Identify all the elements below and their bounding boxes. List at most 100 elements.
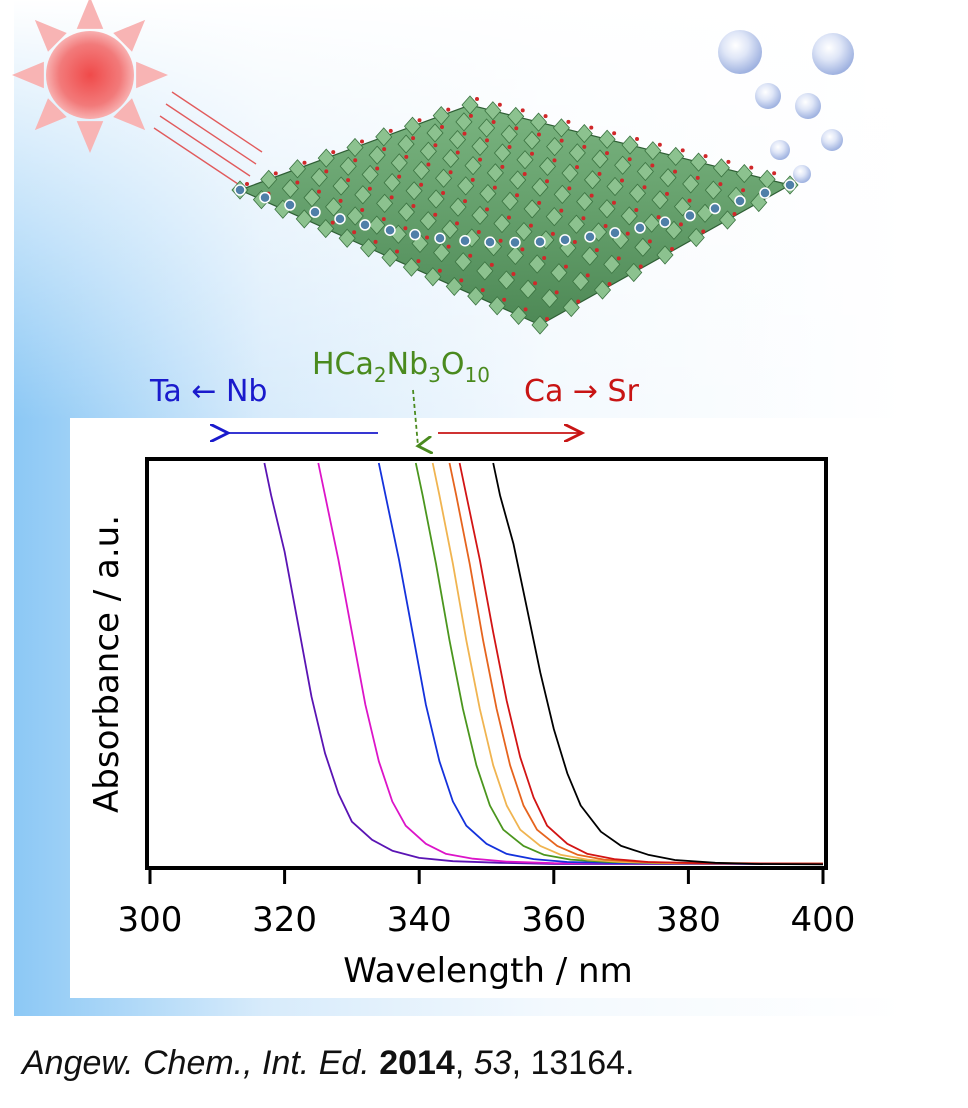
oxygen-atom — [478, 157, 483, 162]
oxygen-atom — [657, 142, 662, 147]
oxygen-atom — [635, 137, 639, 141]
oxygen-atom — [563, 264, 568, 269]
octahedron — [581, 246, 599, 266]
cation-atom — [359, 219, 371, 231]
octahedron — [606, 176, 624, 197]
sun-ray — [34, 98, 67, 131]
octahedron — [576, 191, 594, 212]
octahedron — [360, 238, 378, 258]
octahedron — [625, 262, 643, 283]
citation: Angew. Chem., Int. Ed. 2014, 53, 13164. — [22, 1044, 634, 1083]
plot-panel — [70, 418, 900, 998]
octahedron — [493, 143, 512, 163]
oxygen-atom — [295, 180, 300, 185]
x-tick-label: 400 — [791, 900, 856, 940]
octahedron — [572, 271, 590, 291]
oxygen-atom — [589, 193, 594, 198]
oxygen-atom — [528, 223, 533, 228]
oxygen-atom — [506, 215, 511, 220]
octahedron — [403, 116, 422, 136]
cation-atom — [234, 184, 246, 196]
octahedron — [550, 263, 568, 283]
oxygen-atom — [360, 139, 364, 144]
octahedron — [442, 148, 460, 169]
octahedron — [500, 124, 518, 144]
oxygen-atom — [741, 188, 746, 193]
oxygen-atom — [638, 264, 643, 269]
oxygen-atom — [433, 143, 438, 148]
octahedron — [651, 190, 669, 210]
oxygen-atom — [533, 281, 538, 286]
oxygen-atom — [603, 223, 608, 228]
y-axis-label: Absorbance / a.u. — [87, 515, 127, 813]
oxygen-atom — [433, 212, 438, 217]
oxygen-atom — [411, 136, 416, 141]
octahedron — [346, 137, 364, 158]
absorbance-series-line-2 — [317, 462, 824, 865]
octahedron — [397, 134, 415, 154]
oxygen-atom — [455, 221, 459, 226]
bubble — [812, 33, 854, 75]
oxygen-atom — [446, 244, 451, 249]
octahedron — [476, 261, 494, 281]
oxygen-atom — [468, 113, 473, 118]
oxygen-atom — [695, 175, 700, 180]
bubble — [821, 129, 843, 151]
x-tick-label: 360 — [521, 900, 586, 940]
octahedron — [546, 137, 564, 157]
cation-atom — [384, 224, 396, 236]
citation-separator: , — [454, 1044, 474, 1082]
octahedron — [591, 149, 609, 169]
compound-pointer-arrow — [412, 389, 418, 446]
oxygen-atom — [550, 231, 555, 236]
octahedron — [598, 129, 616, 149]
octahedron — [506, 245, 524, 265]
oxygen-atom — [620, 178, 624, 183]
oxygen-atom — [514, 126, 519, 131]
octahedron — [390, 153, 408, 173]
ca-sr-substitution-label: Ca → Sr — [524, 374, 640, 409]
octahedron — [634, 237, 652, 257]
oxygen-atom — [417, 118, 422, 123]
octahedron — [361, 164, 379, 185]
oxygen-atom — [575, 165, 579, 170]
oxygen-atom — [489, 262, 494, 267]
oxygen-atom — [468, 253, 473, 258]
absorbance-chart: 300 320 340 360 380 400 Wavelength / nm Absor… — [87, 457, 855, 991]
oxygen-atom — [382, 147, 387, 152]
octahedron — [515, 222, 533, 242]
oxygen-atom — [373, 239, 378, 244]
oxygen-atom — [726, 159, 731, 164]
octahedron — [325, 197, 343, 217]
oxygen-atom — [701, 229, 706, 234]
citation-journal: Angew. Chem., Int. Ed. — [22, 1044, 370, 1082]
oxygen-atom — [425, 235, 429, 240]
cation-atom — [759, 187, 771, 199]
octahedron — [295, 209, 313, 229]
cation-atom — [684, 209, 696, 222]
light-rays — [153, 91, 263, 189]
cation-atom — [484, 236, 496, 248]
octahedron — [603, 254, 621, 274]
cation-atom — [634, 222, 646, 234]
bubble — [793, 165, 811, 183]
cation-atom — [559, 234, 571, 246]
octahedron — [397, 202, 415, 222]
octahedron — [432, 106, 450, 126]
bubble — [718, 30, 762, 74]
oxygen-atom — [462, 131, 467, 136]
oxygen-atom — [316, 189, 321, 194]
octahedron — [376, 193, 394, 213]
octahedron — [310, 167, 328, 188]
cation-atom — [334, 213, 346, 225]
oxygen-atom — [491, 120, 496, 125]
octahedron — [419, 141, 437, 161]
oxygen-atom — [542, 256, 547, 261]
x-tick-label: 320 — [252, 900, 317, 940]
octahedron — [455, 112, 473, 132]
citation-year: 2014 — [379, 1044, 455, 1082]
octahedron — [636, 161, 654, 182]
oxygen-atom — [687, 198, 692, 203]
cation-atom — [659, 216, 671, 228]
ta-nb-substitution-label: Ta ← Nb — [149, 374, 267, 409]
